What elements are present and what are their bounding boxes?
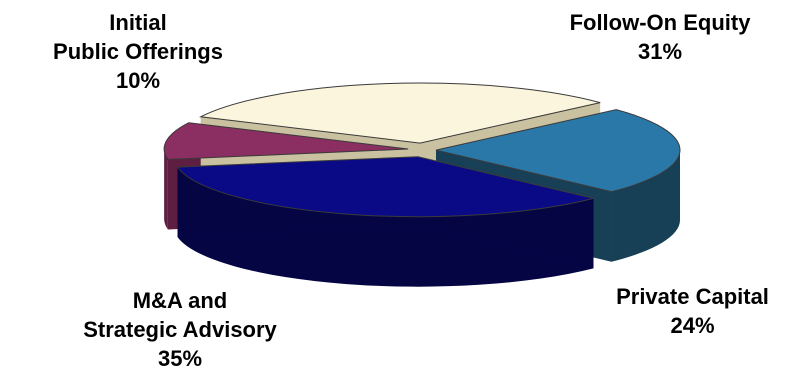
pie-slice-3: [176, 156, 594, 218]
slice-label-follow-on-equity: Follow-On Equity 31%: [525, 8, 795, 66]
pie-slice-2: [435, 109, 681, 193]
slice-label-line: Follow-On Equity: [569, 10, 751, 35]
pie-slice-1: [198, 82, 601, 144]
pie-side-2: [611, 150, 680, 262]
slice-label-ma-strategic-advisory: M&A and Strategic Advisory 35%: [40, 286, 320, 373]
pie-tops: [163, 82, 681, 218]
slice-label-initial-public-offerings: Initial Public Offerings 10%: [18, 8, 258, 95]
pie-slice-0: [163, 122, 409, 160]
slice-label-line: M&A and: [132, 288, 228, 313]
slice-label-private-capital: Private Capital 24%: [590, 282, 795, 340]
slice-percent: 24%: [670, 313, 715, 338]
slice-label-line: Strategic Advisory: [83, 317, 277, 342]
slice-label-line: Initial: [109, 10, 167, 35]
slice-percent: 35%: [157, 346, 203, 371]
slice-label-line: Private Capital: [616, 284, 769, 309]
slice-percent: 31%: [637, 39, 683, 64]
slice-label-line: Public Offerings: [53, 39, 223, 64]
slice-percent: 10%: [115, 68, 161, 93]
pie-side-0: [164, 149, 168, 230]
